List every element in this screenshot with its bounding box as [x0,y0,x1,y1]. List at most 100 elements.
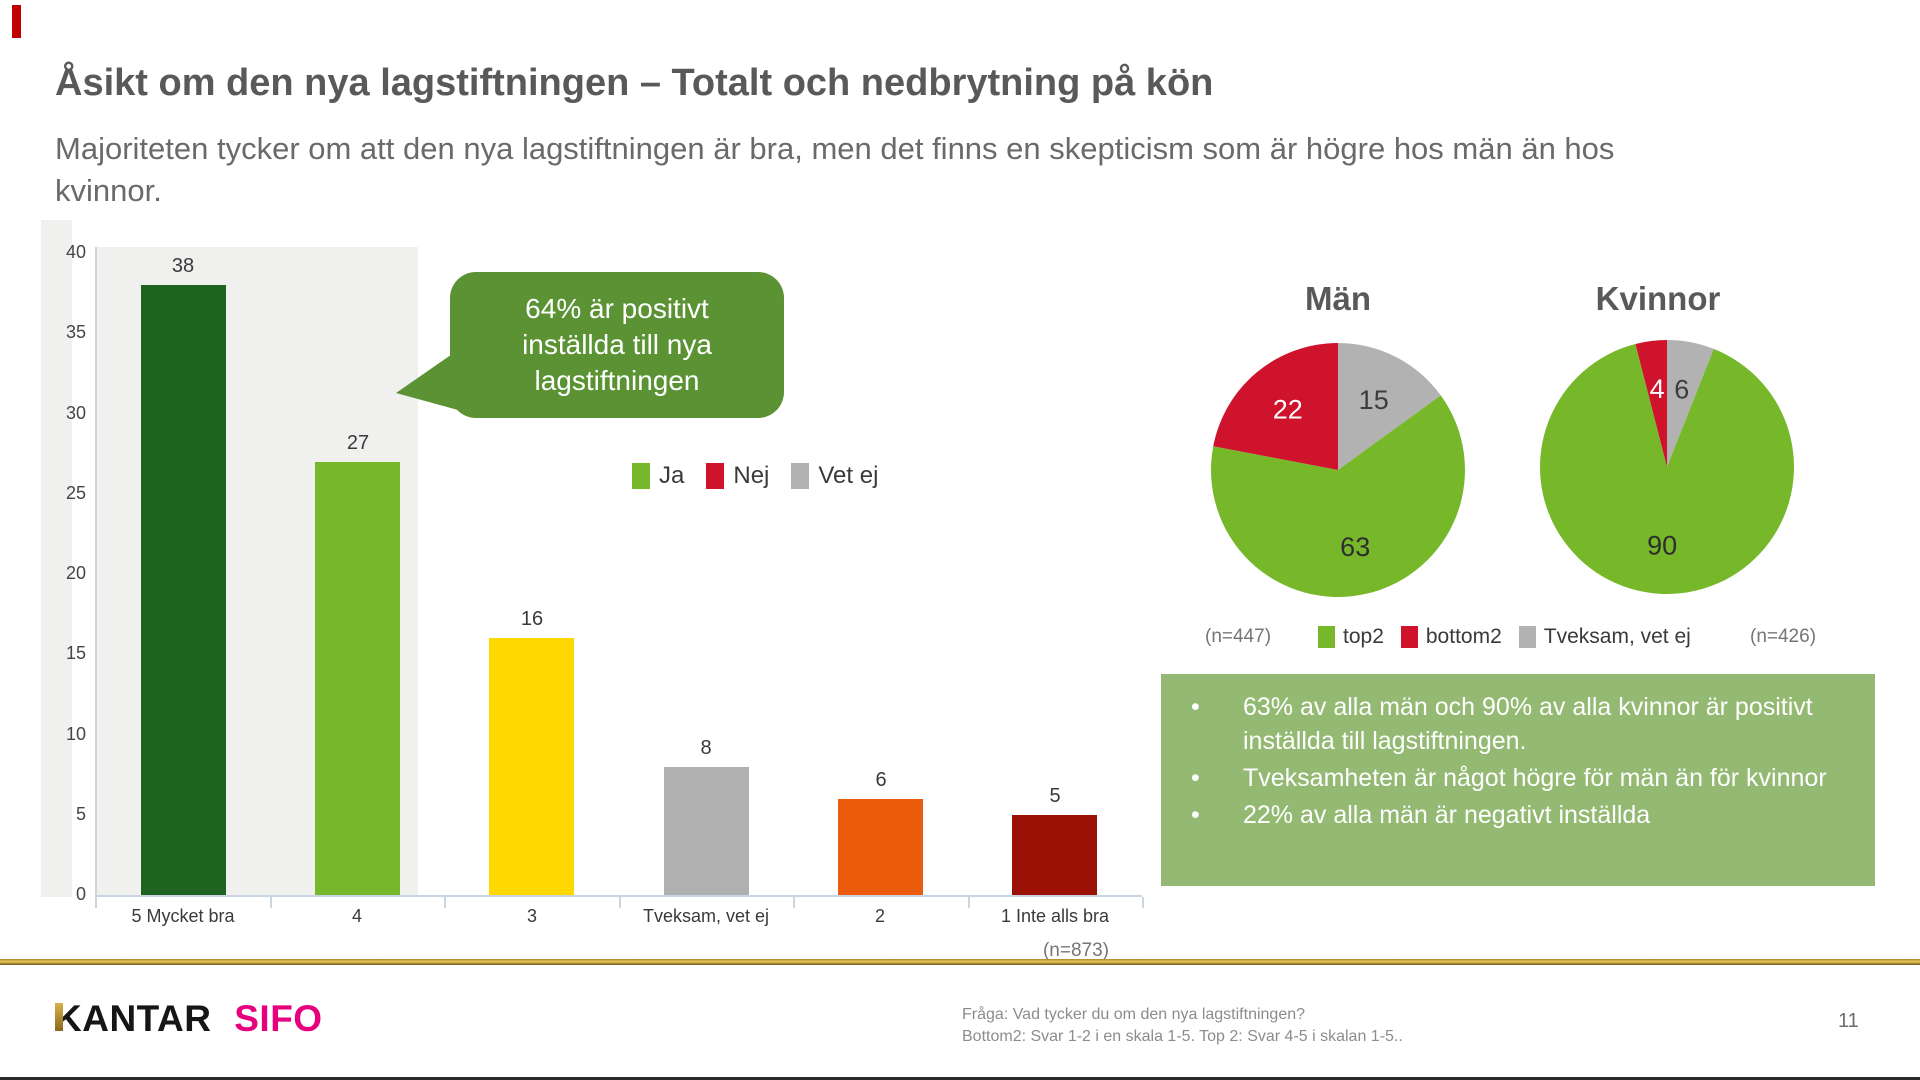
x-axis-tick [95,897,97,908]
footnote-line2: Bottom2: Svar 1-2 i en skala 1-5. Top 2:… [962,1028,1403,1045]
bar-value-label: 27 [346,432,370,454]
insight-bullet-list: 63% av alla män och 90% av alla kvinnor … [1191,690,1875,832]
pie-legend-swatch [1318,626,1335,648]
pie-slice-value: 22 [1273,394,1303,424]
insight-bullet: 63% av alla män och 90% av alla kvinnor … [1191,690,1829,758]
y-axis-label: 10 [65,724,86,744]
pie-slice-bottom2 [1635,340,1667,467]
bar [664,767,749,895]
y-axis-label: 25 [65,483,86,503]
bar [489,638,574,895]
pie-slice-bottom2 [1213,343,1338,470]
y-axis-label: 30 [65,403,86,423]
slide-title: Åsikt om den nya lagstiftningen – Totalt… [55,62,1214,104]
x-axis-tick [619,897,621,908]
logo-sifo: SIFO [234,998,323,1039]
pie-slice-Tveksam, vet ej [1338,343,1441,470]
footer-divider [0,959,1920,965]
x-axis-tick [1142,897,1144,908]
y-axis-label: 5 [75,804,86,824]
bar-legend-item: Nej [706,462,769,490]
footnote-line1: Fråga: Vad tycker du om den nya lagstift… [962,1006,1306,1023]
pie-legend-item: bottom2 [1400,625,1502,649]
callout-bubble: 64% är positivt inställda till nya lagst… [450,272,784,418]
y-axis-label: 0 [75,884,86,904]
bar-legend-swatch [791,463,810,489]
pie-slice-top2 [1539,343,1794,595]
bar [838,799,923,895]
footnote: Fråga: Vad tycker du om den nya lagstift… [962,1004,1403,1048]
bar [315,462,400,895]
x-axis-tick [968,897,970,908]
callout-tail [396,350,458,410]
x-axis-tick [270,897,272,908]
x-axis-category-label: 5 Mycket bra [131,906,235,926]
y-axis-label: 15 [65,643,86,663]
pie-legend: top2 bottom2 Tveksam, vet ej [1318,625,1691,649]
y-axis-label: 20 [65,563,86,583]
bar-legend-item: Ja [632,462,684,490]
pie-slice-value: 15 [1359,385,1389,415]
x-axis-tick [444,897,446,908]
callout-tail-shape [396,350,458,410]
bar-legend-item: Vet ej [791,462,878,490]
bar-legend-swatch [632,463,650,489]
sample-size-total: (n=873) [1042,940,1110,961]
red-accent-mark [12,5,21,38]
bar-legend-swatch [706,463,725,489]
pie-title-women: Kvinnor [1595,280,1721,317]
bar [141,285,226,895]
y-axis-line [95,247,97,897]
y-axis-label: 35 [65,322,86,342]
logo-k-gold-stroke [55,1003,63,1031]
pie-slice-top2 [1211,395,1466,597]
kantar-sifo-logo: KANTAR SIFO [55,998,323,1040]
x-axis-line [95,895,1142,897]
x-axis-category-label: 4 [351,906,362,926]
bar-value-label: 6 [875,769,887,791]
chart-left-band [41,220,72,897]
insight-bullet: 22% av alla män är negativt inställda [1191,798,1829,832]
slide-bottom-edge [0,1077,1920,1080]
bar-legend-label: Vet ej [818,462,879,489]
bar-value-label: 38 [171,255,195,277]
insight-bullet: Tveksamheten är något högre för män än f… [1191,761,1829,795]
bar [1012,815,1097,895]
pie-legend-swatch [1518,626,1536,648]
x-axis-category-label: 1 Inte alls bra [1000,906,1110,926]
bar-value-label: 5 [1049,785,1061,807]
pie-slice-value: 6 [1674,375,1689,405]
pie-slice-value: 63 [1340,532,1370,562]
x-axis-category-label: 3 [526,906,537,926]
bar-value-label: 8 [700,737,712,759]
callout-text: 64% är positivt inställda till nya lagst… [522,293,712,396]
bar-chart-legend: Ja Nej Vet ej [632,462,878,490]
pie-slice-value: 4 [1650,374,1665,404]
x-axis-category-label: Tveksam, vet ej [642,906,770,926]
page-number: 11 [1838,1010,1859,1032]
pie-legend-label: Tveksam, vet ej [1543,625,1691,648]
bar-legend-label: Ja [659,462,685,489]
logo-kantar: KANTAR [55,998,211,1040]
pie-chart-Män: 15 63 22 [1211,343,1466,597]
x-axis-tick [793,897,795,908]
bar-value-label: 16 [520,608,544,630]
pie-chart-Kvinnor: 6 90 4 [1539,340,1794,595]
bar-legend-label: Nej [733,462,770,489]
pie-slice-Tveksam, vet ej [1667,340,1714,467]
pie-title-men: Män [1305,280,1371,317]
pie-slice-value: 90 [1647,531,1677,561]
pie-legend-item: Tveksam, vet ej [1518,625,1691,649]
slide-subtitle: Majoriteten tycker om att den nya lagsti… [55,131,1615,208]
logo-kantar-text: KANTAR [55,998,212,1039]
sample-size-women: (n=426) [1750,626,1817,647]
pie-legend-item: top2 [1318,625,1384,649]
insight-box: 63% av alla män och 90% av alla kvinnor … [1161,674,1875,886]
pie-legend-swatch [1400,626,1418,648]
pie-legend-label: top2 [1343,625,1384,648]
x-axis-category-label: 2 [874,906,885,926]
sample-size-men: (n=447) [1205,626,1272,647]
y-axis-label: 40 [65,242,86,262]
pie-legend-label: bottom2 [1425,625,1502,648]
